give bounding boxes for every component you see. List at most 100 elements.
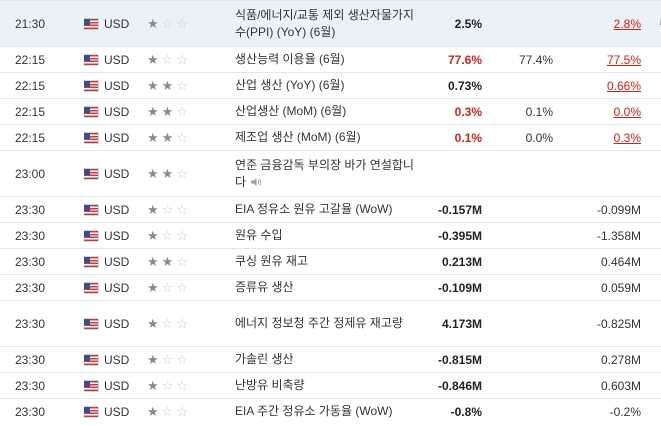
forecast-value	[483, 300, 553, 347]
star-empty-icon: ☆	[161, 315, 177, 331]
forecast-value	[483, 72, 553, 99]
actual-value: 0.3%	[422, 98, 483, 125]
previous-value: -0.825M	[553, 300, 647, 347]
previous-value: -0.2%	[553, 398, 647, 424]
actual-value: -0.846M	[422, 372, 483, 399]
calendar-row[interactable]: 23:30 USD ★☆☆ 난방유 비축량 -0.846M 0.603M	[0, 372, 661, 399]
star-filled-icon: ★	[161, 103, 177, 119]
star-filled-icon: ★	[147, 377, 162, 393]
importance-stars: ★☆☆	[147, 274, 235, 301]
event-name-link[interactable]: 산업 생산 (YoY) (6월)	[235, 77, 422, 94]
event-name-link[interactable]: 연준 금융감독 부의장 바가 연설합니다	[235, 157, 422, 191]
star-filled-icon: ★	[147, 351, 162, 367]
event-name-text: 쿠싱 원유 재고	[235, 254, 308, 268]
star-empty-icon: ☆	[176, 279, 191, 295]
event-name-cell[interactable]: 식품/에너지/교통 제외 생산자물가지수(PPI) (YoY) (6월)	[235, 0, 422, 47]
actual-value	[422, 150, 483, 197]
event-name-link[interactable]: 증류유 생산	[235, 279, 422, 296]
star-filled-icon: ★	[147, 253, 162, 269]
star-filled-icon: ★	[147, 103, 162, 119]
calendar-row[interactable]: 22:15 USD ★★☆ 산업생산 (MoM) (6월) 0.3% 0.1% 0.0%	[0, 98, 661, 125]
importance-stars: ★★☆	[147, 124, 235, 151]
country-flag-cell	[84, 222, 104, 249]
star-empty-icon: ☆	[161, 51, 177, 67]
calendar-row[interactable]: 22:15 USD ★☆☆ 생산능력 이용율 (6월) 77.6% 77.4% 77.5%	[0, 46, 661, 73]
event-name-link[interactable]: 산업생산 (MoM) (6월)	[235, 103, 422, 120]
star-empty-icon: ☆	[176, 253, 191, 269]
event-name-cell[interactable]: 연준 금융감독 부의장 바가 연설합니다	[235, 150, 422, 197]
event-name-link[interactable]: 생산능력 이용율 (6월)	[235, 51, 422, 68]
event-name-link[interactable]: 제조업 생산 (MoM) (6월)	[235, 129, 422, 146]
currency-code: USD	[104, 274, 147, 301]
country-flag-cell	[84, 72, 104, 99]
event-time: 23:30	[0, 248, 84, 275]
event-name-text: 산업생산 (MoM) (6월)	[235, 104, 347, 118]
calendar-row[interactable]: 23:00 USD ★★☆ 연준 금융감독 부의장 바가 연설합니다	[0, 150, 661, 197]
event-time: 23:00	[0, 150, 84, 197]
forecast-value: 0.1%	[483, 98, 553, 125]
us-flag-icon	[84, 257, 98, 268]
event-name-link[interactable]: EIA 정유소 원유 고갈율 (WoW)	[235, 201, 422, 218]
us-flag-icon	[84, 55, 98, 66]
event-name-cell[interactable]: 산업 생산 (YoY) (6월)	[235, 72, 422, 99]
currency-code: USD	[104, 346, 147, 373]
event-name-cell[interactable]: 산업생산 (MoM) (6월)	[235, 98, 422, 125]
calendar-row[interactable]: 23:30 USD ★☆☆ 가솔린 생산 -0.815M 0.278M	[0, 346, 661, 373]
event-time: 23:30	[0, 372, 84, 399]
calendar-row[interactable]: 22:15 USD ★★☆ 제조업 생산 (MoM) (6월) 0.1% 0.0% 0.3%	[0, 124, 661, 151]
event-name-cell[interactable]: 쿠싱 원유 재고	[235, 248, 422, 275]
currency-code: USD	[104, 300, 147, 347]
event-name-link[interactable]: 가솔린 생산	[235, 351, 422, 368]
event-name-link[interactable]: EIA 주간 정유소 가동율 (WoW)	[235, 403, 422, 420]
star-empty-icon: ☆	[176, 351, 191, 367]
event-name-cell[interactable]: 가솔린 생산	[235, 346, 422, 373]
event-name-cell[interactable]: 원유 수입	[235, 222, 422, 249]
alert-cell[interactable]	[647, 0, 661, 47]
event-name-cell[interactable]: 난방유 비축량	[235, 372, 422, 399]
calendar-row[interactable]: 23:30 USD ★☆☆ EIA 정유소 원유 고갈율 (WoW) -0.157M -0…	[0, 196, 661, 223]
actual-value: 4.173M	[422, 300, 483, 347]
event-name-cell[interactable]: 생산능력 이용율 (6월)	[235, 46, 422, 73]
actual-value: -0.395M	[422, 222, 483, 249]
star-empty-icon: ☆	[176, 403, 191, 419]
previous-value: 77.5%	[553, 46, 647, 73]
us-flag-icon	[84, 319, 98, 330]
event-name-cell[interactable]: EIA 주간 정유소 가동율 (WoW)	[235, 398, 422, 424]
calendar-row[interactable]: 23:30 USD ★★☆ 쿠싱 원유 재고 0.213M 0.464M	[0, 248, 661, 275]
calendar-row[interactable]: 23:30 USD ★☆☆ 원유 수입 -0.395M -1.358M	[0, 222, 661, 249]
importance-stars: ★★☆	[147, 248, 235, 275]
alert-cell	[647, 248, 661, 275]
event-time: 23:30	[0, 196, 84, 223]
star-filled-icon: ★	[161, 77, 177, 93]
event-name-cell[interactable]: 제조업 생산 (MoM) (6월)	[235, 124, 422, 151]
calendar-row[interactable]: 23:30 USD ★☆☆ 증류유 생산 -0.109M 0.059M	[0, 274, 661, 301]
previous-value: -0.099M	[553, 196, 647, 223]
actual-value: -0.109M	[422, 274, 483, 301]
importance-stars: ★★☆	[147, 98, 235, 125]
calendar-row[interactable]: 21:30 USD ★☆☆ 식품/에너지/교통 제외 생산자물가지수(PPI) (Yo…	[0, 0, 661, 47]
event-name-link[interactable]: 원유 수입	[235, 227, 422, 244]
event-name-link[interactable]: 식품/에너지/교통 제외 생산자물가지수(PPI) (YoY) (6월)	[235, 7, 422, 41]
country-flag-cell	[84, 0, 104, 47]
event-name-cell[interactable]: 에너지 정보청 주간 정제유 재고량	[235, 300, 422, 347]
us-flag-icon	[84, 169, 98, 180]
event-name-link[interactable]: 쿠싱 원유 재고	[235, 253, 422, 270]
calendar-row[interactable]: 22:15 USD ★★☆ 산업 생산 (YoY) (6월) 0.73% 0.66%	[0, 72, 661, 99]
star-empty-icon: ☆	[176, 51, 191, 67]
calendar-row[interactable]: 23:30 USD ★☆☆ EIA 주간 정유소 가동율 (WoW) -0.8% -0.2…	[0, 398, 661, 424]
us-flag-icon	[84, 231, 98, 242]
calendar-row[interactable]: 23:30 USD ★☆☆ 에너지 정보청 주간 정제유 재고량 4.173M -0.82…	[0, 300, 661, 347]
currency-code: USD	[104, 150, 147, 197]
country-flag-cell	[84, 398, 104, 424]
event-name-text: EIA 주간 정유소 가동율 (WoW)	[235, 404, 393, 418]
event-name-cell[interactable]: EIA 정유소 원유 고갈율 (WoW)	[235, 196, 422, 223]
event-name-text: 연준 금융감독 부의장 바가 연설합니다	[235, 157, 414, 189]
importance-stars: ★☆☆	[147, 196, 235, 223]
star-empty-icon: ☆	[161, 15, 177, 31]
event-name-text: 식품/에너지/교통 제외 생산자물가지수(PPI) (YoY) (6월)	[235, 7, 414, 39]
event-name-link[interactable]: 에너지 정보청 주간 정제유 재고량	[235, 315, 422, 332]
event-name-link[interactable]: 난방유 비축량	[235, 377, 422, 394]
event-name-cell[interactable]: 증류유 생산	[235, 274, 422, 301]
event-name-text: 가솔린 생산	[235, 352, 294, 366]
currency-code: USD	[104, 98, 147, 125]
